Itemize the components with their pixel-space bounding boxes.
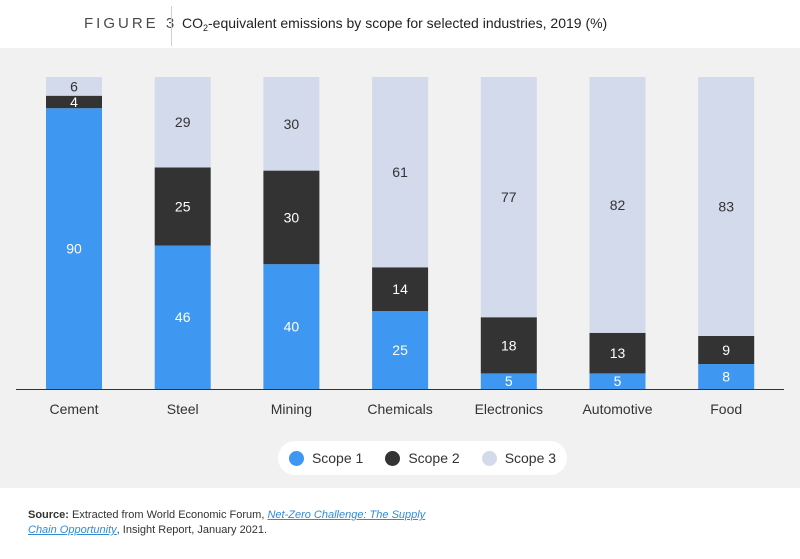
bar-steel-scope1 [154,245,211,389]
data-label-cement-scope1: 90 [66,241,82,257]
data-label-chemicals-scope1: 25 [392,342,408,358]
legend-swatch-scope2 [385,450,401,466]
bar-chemicals-scope2 [372,267,429,311]
bar-cement-scope3 [46,77,102,96]
x-tick-label-mining: Mining [271,401,312,417]
title-prefix: CO [182,15,203,31]
data-label-electronics-scope2: 18 [501,337,517,353]
bar-food-scope3 [698,77,755,336]
data-label-automotive-scope2: 13 [610,345,626,361]
chart-legend: Scope 1 Scope 2 Scope 3 [278,441,567,475]
data-label-steel-scope3: 29 [175,114,191,130]
figure-header: FIGURE 3 CO2-equivalent emissions by sco… [0,0,800,48]
x-tick-label-steel: Steel [167,401,199,417]
bar-cement-scope2 [46,95,102,109]
legend-label-scope3: Scope 3 [504,450,557,466]
bar-mining-scope3 [263,77,320,171]
title-subscript: 2 [203,23,209,33]
data-label-steel-scope1: 46 [175,309,191,325]
data-label-food-scope3: 83 [718,198,734,214]
bar-automotive-scope2 [589,332,646,374]
data-label-automotive-scope1: 5 [614,373,622,389]
source-label: Source: [28,509,69,521]
title-suffix: -equivalent emissions by scope for selec… [208,15,608,31]
source-text-after: , Insight Report, January 2021. [116,524,268,536]
legend-swatch-scope3 [481,450,497,466]
figure-label: FIGURE 3 [84,15,178,32]
bar-food-scope2 [698,335,755,365]
data-label-food-scope1: 8 [722,369,730,385]
bar-steel-scope2 [154,167,211,246]
data-label-cement-scope2: 4 [70,94,78,110]
legend-label-scope2: Scope 2 [408,450,460,466]
data-label-chemicals-scope2: 14 [392,281,408,297]
bar-chemicals-scope3 [372,77,429,268]
bar-food-scope1 [698,364,755,389]
bar-chemicals-scope1 [372,311,429,389]
data-label-cement-scope3: 6 [70,78,78,94]
bar-mining-scope2 [263,170,320,265]
x-tick-label-electronics: Electronics [475,401,543,417]
legend-swatch-scope1 [288,450,304,466]
source-link[interactable]: Net-Zero Challenge: The Supply Chain Opp… [28,509,426,536]
legend-label-scope1: Scope 1 [311,450,364,466]
data-label-mining-scope1: 40 [284,319,300,335]
legend-item-scope2: Scope 2 [385,450,460,466]
x-tick-label-automotive: Automotive [582,401,652,417]
bar-automotive-scope1 [589,373,646,389]
source-text: Extracted from World Economic Forum, [72,509,265,521]
x-tick-label-cement: Cement [49,401,98,417]
legend-item-scope1: Scope 1 [288,450,364,466]
bar-electronics-scope3 [480,77,537,318]
data-label-steel-scope2: 25 [175,198,191,214]
stacked-bar-chart: 90 46 Cement 46 25 29 Steel 40 30 30 Mining 25 14 61 C… [16,77,784,417]
bar-automotive-scope3 [589,77,646,333]
bar-electronics-scope1 [480,373,537,389]
data-label-electronics-scope1: 5 [505,373,513,389]
header-divider [171,6,172,46]
data-label-electronics-scope3: 77 [501,189,517,205]
x-tick-label-food: Food [710,401,742,417]
data-label-mining-scope3: 30 [284,116,300,132]
source-note: Source: Extracted from World Economic Fo… [28,508,448,538]
data-label-food-scope2: 9 [722,342,730,358]
chart-title: CO2-equivalent emissions by scope for se… [182,15,607,33]
bar-mining-scope1 [263,264,320,389]
data-label-automotive-scope3: 82 [610,197,626,213]
data-label-mining-scope2: 30 [284,209,300,225]
data-label-chemicals-scope3: 61 [392,164,408,180]
bar-electronics-scope2 [480,317,537,374]
bar-cement-scope1 [46,108,102,389]
x-tick-label-chemicals: Chemicals [367,401,432,417]
legend-item-scope3: Scope 3 [481,450,557,466]
bar-steel-scope3 [154,77,211,168]
